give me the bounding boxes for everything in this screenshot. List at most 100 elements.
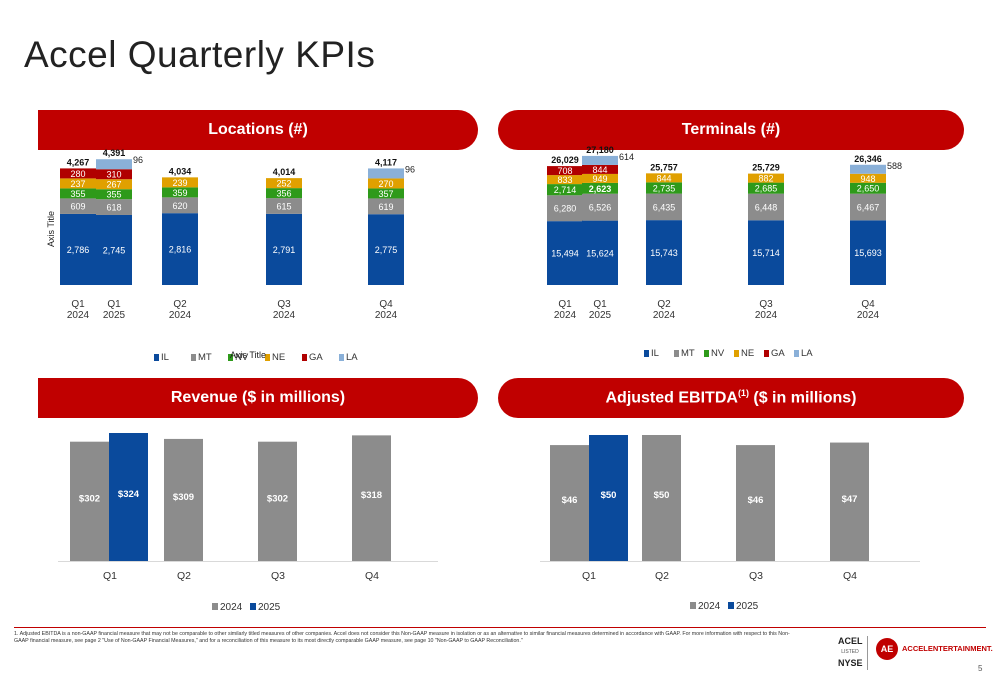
x-tick-label: Q2 [657, 299, 671, 310]
company-logo-icon: AE [876, 638, 898, 660]
bar-segment-il [850, 220, 886, 285]
bar-q3-2024 [258, 441, 297, 561]
bar-segment-ne [850, 173, 886, 183]
bar-value-label: $324 [118, 489, 140, 500]
data-label: 609 [70, 202, 85, 212]
bar-value-label: $47 [842, 494, 858, 505]
legend-label: GA [309, 352, 323, 363]
total-label: 4,391 [103, 148, 126, 158]
legend-swatch-la [339, 354, 344, 361]
total-label: 25,757 [650, 162, 678, 172]
bar-segment-mt [850, 193, 886, 221]
bar-segment-la [368, 168, 404, 179]
data-label: 359 [172, 188, 187, 198]
bar-q1-2024 [550, 445, 589, 561]
brand-name: ACCELENTERTAINMENT. [902, 644, 993, 653]
data-label: 619 [378, 202, 393, 212]
bar-segment-il [266, 213, 302, 285]
bar-segment-nv [162, 187, 198, 198]
bar-segment-il [96, 214, 132, 285]
bar-value-label: $46 [748, 495, 764, 506]
ticker-block: ACEL LISTED NYSE [838, 636, 863, 669]
x-tick-label: Q3 [759, 299, 773, 310]
footer-divider [14, 627, 986, 628]
ebitda-title: Adjusted EBITDA(1) ($ in millions) [605, 388, 857, 407]
data-label: 2,775 [375, 245, 398, 255]
data-label: 620 [172, 201, 187, 211]
bar-segment-ne [162, 177, 198, 188]
data-label: 270 [378, 179, 393, 189]
locations-banner: Locations (#) [38, 110, 478, 150]
bar-segment-ga [60, 168, 96, 179]
legend-swatch-ne [734, 350, 739, 357]
ebitda-banner: Adjusted EBITDA(1) ($ in millions) [498, 378, 964, 418]
page-number: 5 [978, 664, 983, 673]
data-label: 6,526 [589, 203, 612, 213]
bar-value-label: $309 [173, 492, 194, 503]
data-label: 355 [70, 189, 85, 199]
data-label: 708 [557, 166, 572, 176]
legend-swatch-il [644, 350, 649, 357]
bar-segment-mt [96, 199, 132, 215]
data-label: 2,816 [169, 245, 192, 255]
x-tick-label: 2024 [67, 310, 90, 321]
legend-swatch-mt [674, 350, 679, 357]
total-label: 4,117 [375, 157, 397, 167]
bar-segment-ne [547, 175, 583, 185]
x-tick-label: Q2 [173, 299, 187, 310]
data-label: 588 [887, 161, 902, 171]
bar-value-label: $46 [562, 495, 578, 506]
revenue-title: Revenue ($ in millions) [170, 389, 346, 406]
x-tick-label: Q2 [655, 570, 669, 582]
bar-segment-mt [60, 198, 96, 214]
x-tick-label: Q1 [71, 299, 85, 310]
x-tick-label: 2025 [103, 310, 126, 321]
bar-segment-ne [748, 173, 784, 183]
x-tick-label: Q1 [593, 299, 607, 310]
bar-q1-2025 [589, 435, 628, 561]
revenue-chart: $302 $324 $309 $302 $318 Q1 Q2 Q3 Q4 2024 2025 [38, 420, 478, 620]
bar-segment-ga [582, 164, 618, 174]
legend-label: NV [711, 348, 725, 359]
listed-label: LISTED [841, 649, 859, 655]
total-label: 4,267 [67, 157, 90, 167]
data-label: 2,791 [273, 245, 296, 255]
data-label: 614 [619, 152, 634, 162]
legend-swatch-ga [302, 354, 307, 361]
legend-label: MT [198, 352, 212, 363]
data-label: 267 [106, 180, 121, 190]
x-tick-label: 2024 [755, 310, 778, 321]
x-tick-label: Q3 [277, 299, 291, 310]
data-label: 239 [172, 178, 187, 188]
legend-label: 2025 [736, 601, 759, 612]
footnote: 1. Adjusted EBITDA is a non-GAAP financi… [14, 631, 790, 644]
bar-value-label: $302 [267, 493, 288, 504]
bar-segment-nv [60, 188, 96, 199]
x-tick-label: 2024 [554, 310, 577, 321]
x-tick-label: Q4 [861, 299, 875, 310]
x-tick-label: Q4 [843, 570, 857, 582]
legend-label: GA [771, 348, 785, 359]
x-tick-label: Q1 [107, 299, 121, 310]
legend-label: IL [161, 352, 169, 363]
x-tick-label: 2024 [653, 310, 676, 321]
legend-label: NE [741, 348, 754, 359]
data-label: 2,623 [589, 184, 612, 194]
bar-value-label: $50 [654, 490, 670, 501]
x-tick-label: Q3 [271, 570, 285, 582]
bar-segment-nv [646, 182, 682, 194]
bar-segment-ne [368, 178, 404, 189]
bar-q3-2024 [736, 445, 775, 561]
bar-segment-ne [582, 173, 618, 183]
legend-label: MT [681, 348, 695, 359]
x-tick-label: Q4 [379, 299, 393, 310]
bar-segment-il [60, 213, 96, 285]
bar-q4-2024 [352, 435, 391, 561]
data-label: 15,714 [752, 248, 780, 258]
data-label: 96 [133, 155, 143, 165]
data-label: 6,435 [653, 202, 676, 212]
data-label: 2,735 [653, 183, 676, 193]
bar-segment-mt [266, 198, 302, 214]
total-label: 4,014 [273, 167, 296, 177]
bar-segment-ga [96, 169, 132, 180]
